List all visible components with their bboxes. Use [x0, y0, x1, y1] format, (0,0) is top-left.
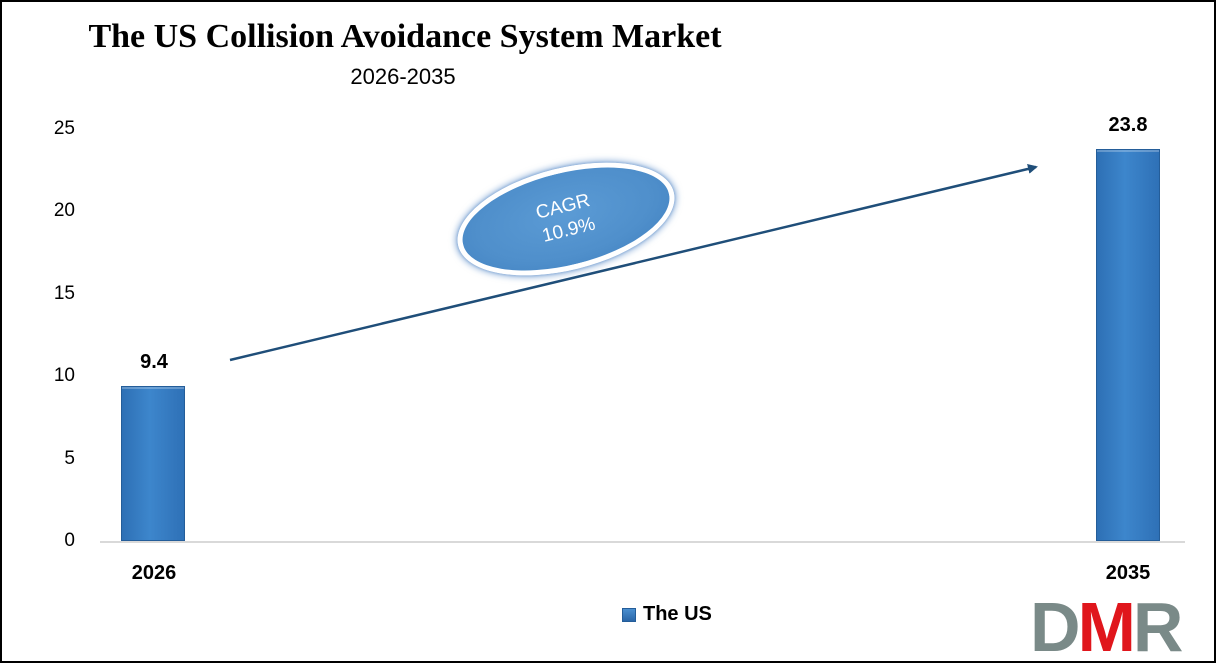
y-tick-10: 10 [53, 365, 75, 386]
x-tick-2035: 2035 [1105, 562, 1151, 584]
legend: The US [622, 603, 712, 626]
legend-label: The US [643, 603, 712, 625]
y-tick-25: 25 [53, 118, 75, 139]
logo-letter-r: R [1132, 588, 1184, 666]
x-tick-2026: 2026 [131, 562, 177, 584]
y-tick-15: 15 [53, 283, 75, 304]
y-tick-0: 0 [64, 530, 75, 551]
chart-subtitle: 2026-2035 [350, 64, 456, 89]
x-axis-line [100, 541, 1185, 543]
bar-value-label-2026: 9.4 [140, 351, 168, 373]
y-tick-20: 20 [53, 200, 75, 221]
dmr-logo: DMR [1030, 592, 1183, 662]
bar-value-label-2035: 23.8 [1108, 114, 1148, 136]
chart-title: The US Collision Avoidance System Market [88, 18, 722, 55]
bar-2026 [121, 386, 185, 541]
logo-letter-m: M [1077, 588, 1136, 666]
y-tick-5: 5 [64, 448, 75, 469]
bar-2035 [1096, 149, 1160, 541]
logo-letter-d: D [1030, 588, 1081, 666]
legend-swatch-icon [622, 607, 636, 622]
